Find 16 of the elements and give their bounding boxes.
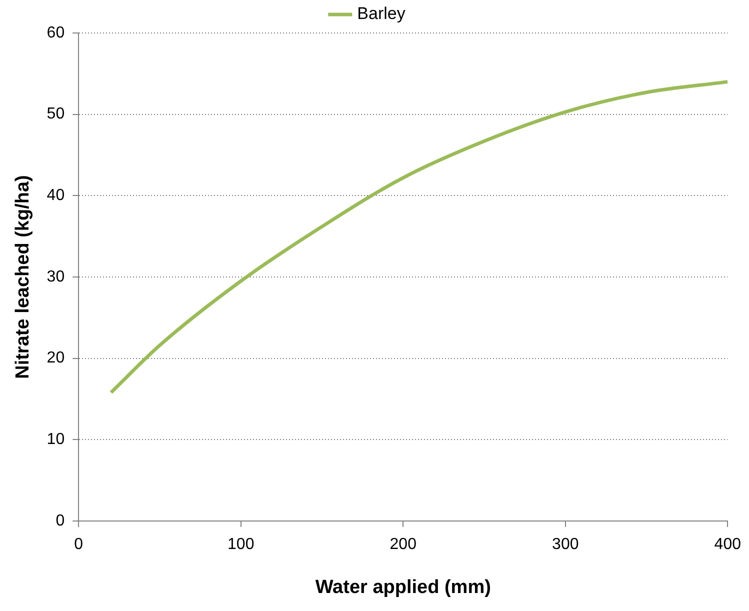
x-tick-label: 300 [552,536,579,554]
y-tick-label: 60 [46,24,65,42]
x-axis-title: Water applied (mm) [315,576,491,598]
y-tick-label: 40 [46,187,65,204]
x-tick-label: 0 [74,536,84,554]
y-axis-title: Nitrate leached (kg/ha) [12,175,34,379]
x-tick-label: 400 [714,536,742,554]
legend-label: Barley [357,4,406,24]
x-tick-label: 100 [228,536,254,554]
x-tick-label: 200 [390,536,417,554]
y-tick-label: 50 [46,106,65,123]
y-tick-label: 10 [46,431,65,448]
y-tick-label: 0 [56,512,65,530]
line-series [109,80,728,394]
y-tick-label: 20 [46,350,65,367]
y-tick-label: 30 [46,268,65,286]
